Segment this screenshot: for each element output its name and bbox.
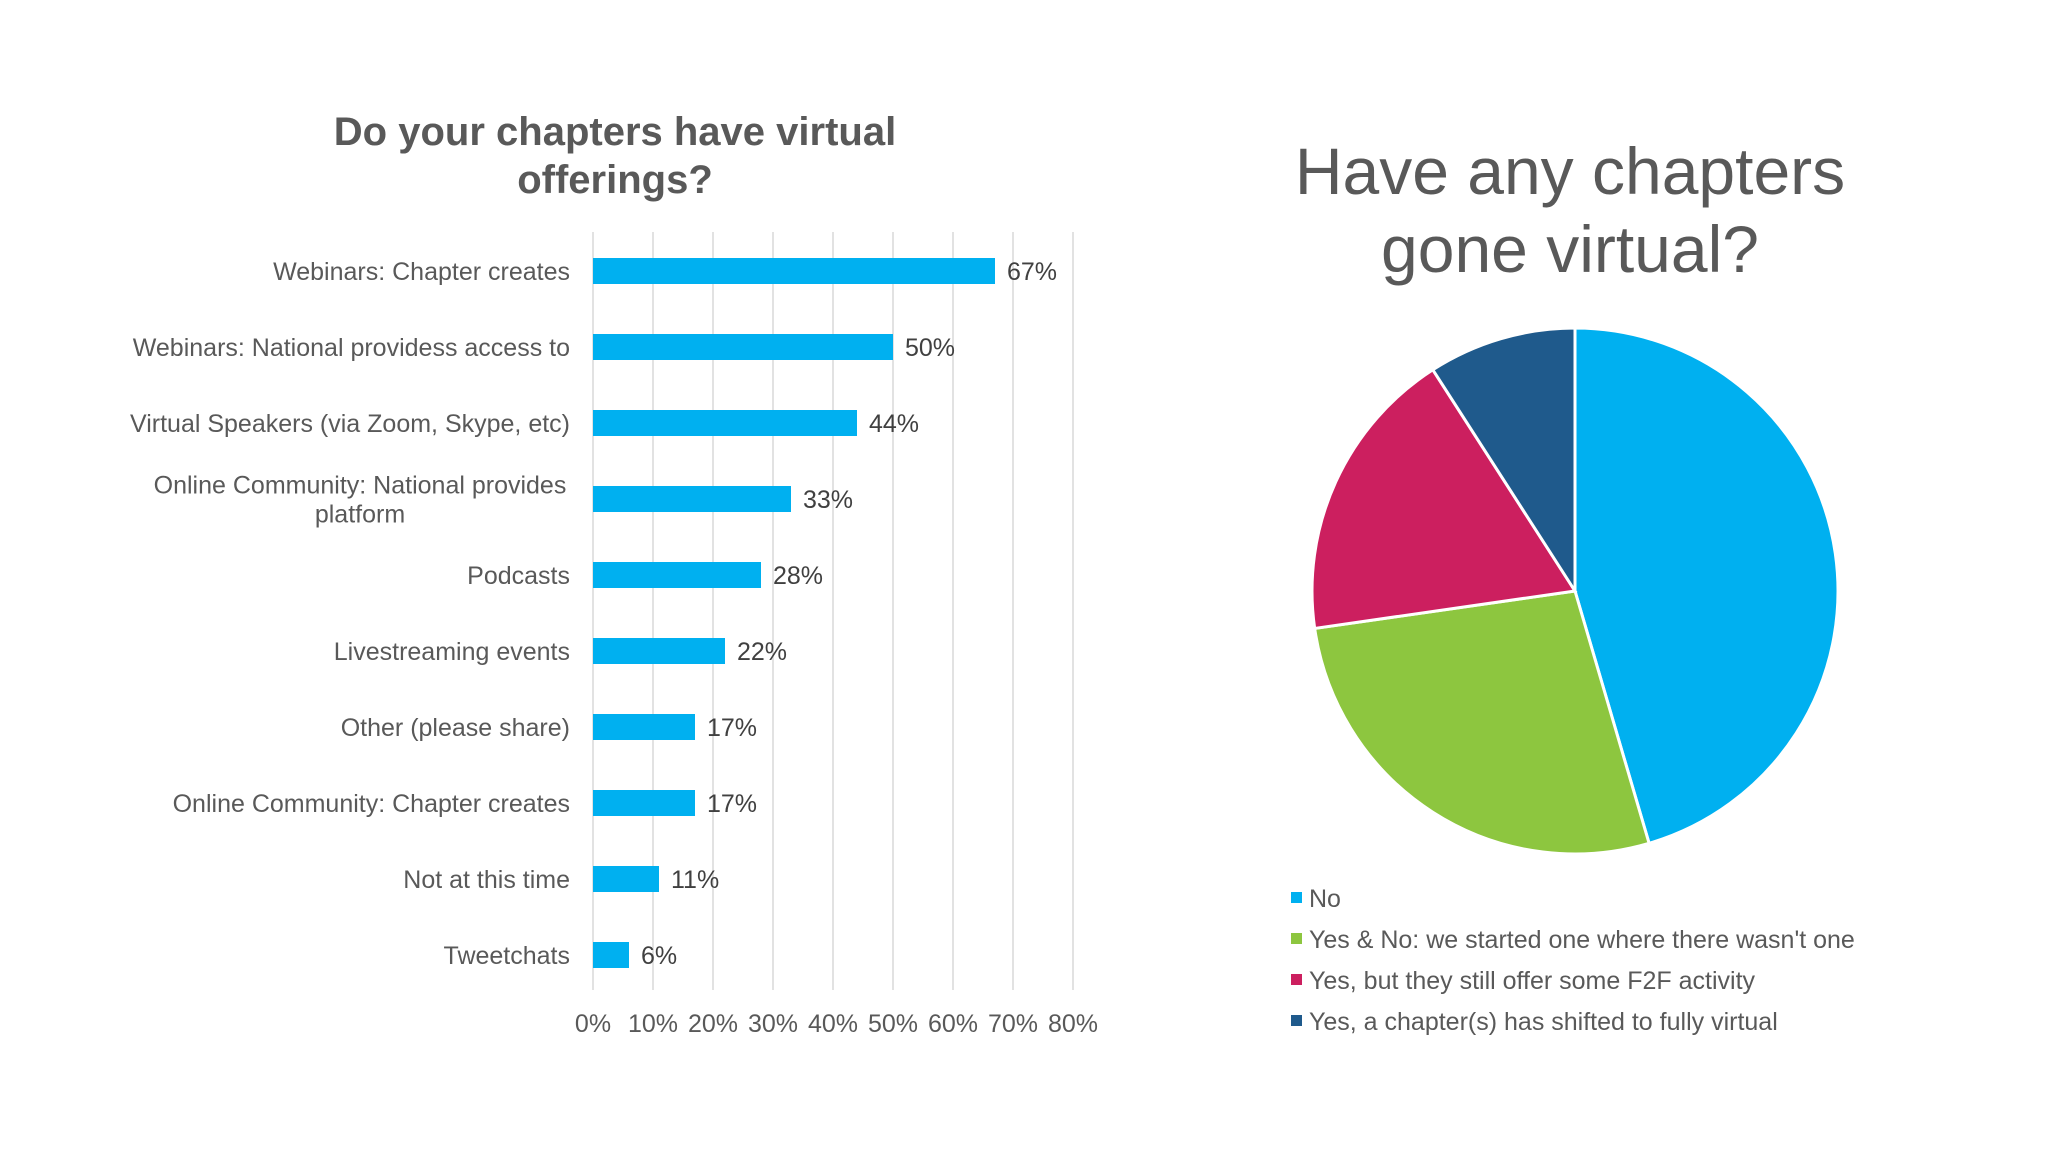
legend-label: Yes, but they still offer some F2F activ… — [1309, 967, 1756, 995]
category-label: Livestreaming events — [334, 638, 570, 666]
legend-label: Yes, a chapter(s) has shifted to fully v… — [1309, 1008, 1778, 1036]
bar-data-label: 11% — [671, 866, 719, 894]
bar-data-label: 17% — [707, 790, 757, 818]
x-tick-label: 30% — [748, 1010, 798, 1038]
bar-data-label: 50% — [905, 334, 955, 362]
bar-data-label: 33% — [803, 486, 853, 514]
legend-label: Yes & No: we started one where there was… — [1309, 926, 1855, 954]
bar — [593, 790, 695, 816]
bar — [593, 638, 725, 664]
bar-data-label: 17% — [707, 714, 757, 742]
legend-marker — [1291, 933, 1302, 944]
category-label: Tweetchats — [444, 942, 570, 970]
legend-label: No — [1309, 885, 1341, 913]
category-label: Podcasts — [467, 562, 570, 590]
bar-data-label: 44% — [869, 410, 919, 438]
x-tick-label: 0% — [575, 1010, 611, 1038]
bar — [593, 942, 629, 968]
pie-chart-title: Have any chapters gone virtual? — [1294, 134, 1846, 286]
pie-slice — [1430, 326, 1577, 597]
bar — [593, 486, 791, 512]
x-tick-label: 40% — [808, 1010, 858, 1038]
category-label: Other (please share) — [341, 714, 570, 742]
bar — [593, 866, 659, 892]
category-label: Online Community: National provides platf… — [154, 472, 567, 529]
category-label: Online Community: Chapter creates — [173, 790, 570, 818]
bar-data-label: 67% — [1007, 258, 1057, 286]
x-tick-label: 50% — [868, 1010, 918, 1038]
legend-marker — [1291, 892, 1302, 903]
bar — [593, 562, 761, 588]
bar — [593, 410, 857, 436]
pie-slice — [1573, 326, 1840, 846]
x-tick-label: 80% — [1048, 1010, 1098, 1038]
pie-slice — [1310, 367, 1578, 631]
bar — [593, 334, 893, 360]
bar-data-label: 22% — [737, 638, 787, 666]
category-label: Virtual Speakers (via Zoom, Skype, etc) — [130, 410, 570, 438]
bar-data-label: 6% — [641, 942, 677, 970]
x-tick-label: 70% — [988, 1010, 1038, 1038]
bar — [593, 714, 695, 740]
bar — [593, 258, 995, 284]
bar-chart-title: Do your chapters have virtual offerings? — [333, 110, 897, 202]
x-tick-label: 20% — [688, 1010, 738, 1038]
category-label: Not at this time — [403, 866, 570, 894]
category-label: Webinars: National providess access to — [133, 334, 570, 362]
x-tick-label: 10% — [628, 1010, 678, 1038]
x-tick-label: 60% — [928, 1010, 978, 1038]
legend-marker — [1291, 1015, 1302, 1026]
bar-data-label: 28% — [773, 562, 823, 590]
category-label: Webinars: Chapter creates — [273, 258, 570, 286]
pie-slice — [1312, 589, 1651, 856]
legend-marker — [1291, 974, 1302, 985]
